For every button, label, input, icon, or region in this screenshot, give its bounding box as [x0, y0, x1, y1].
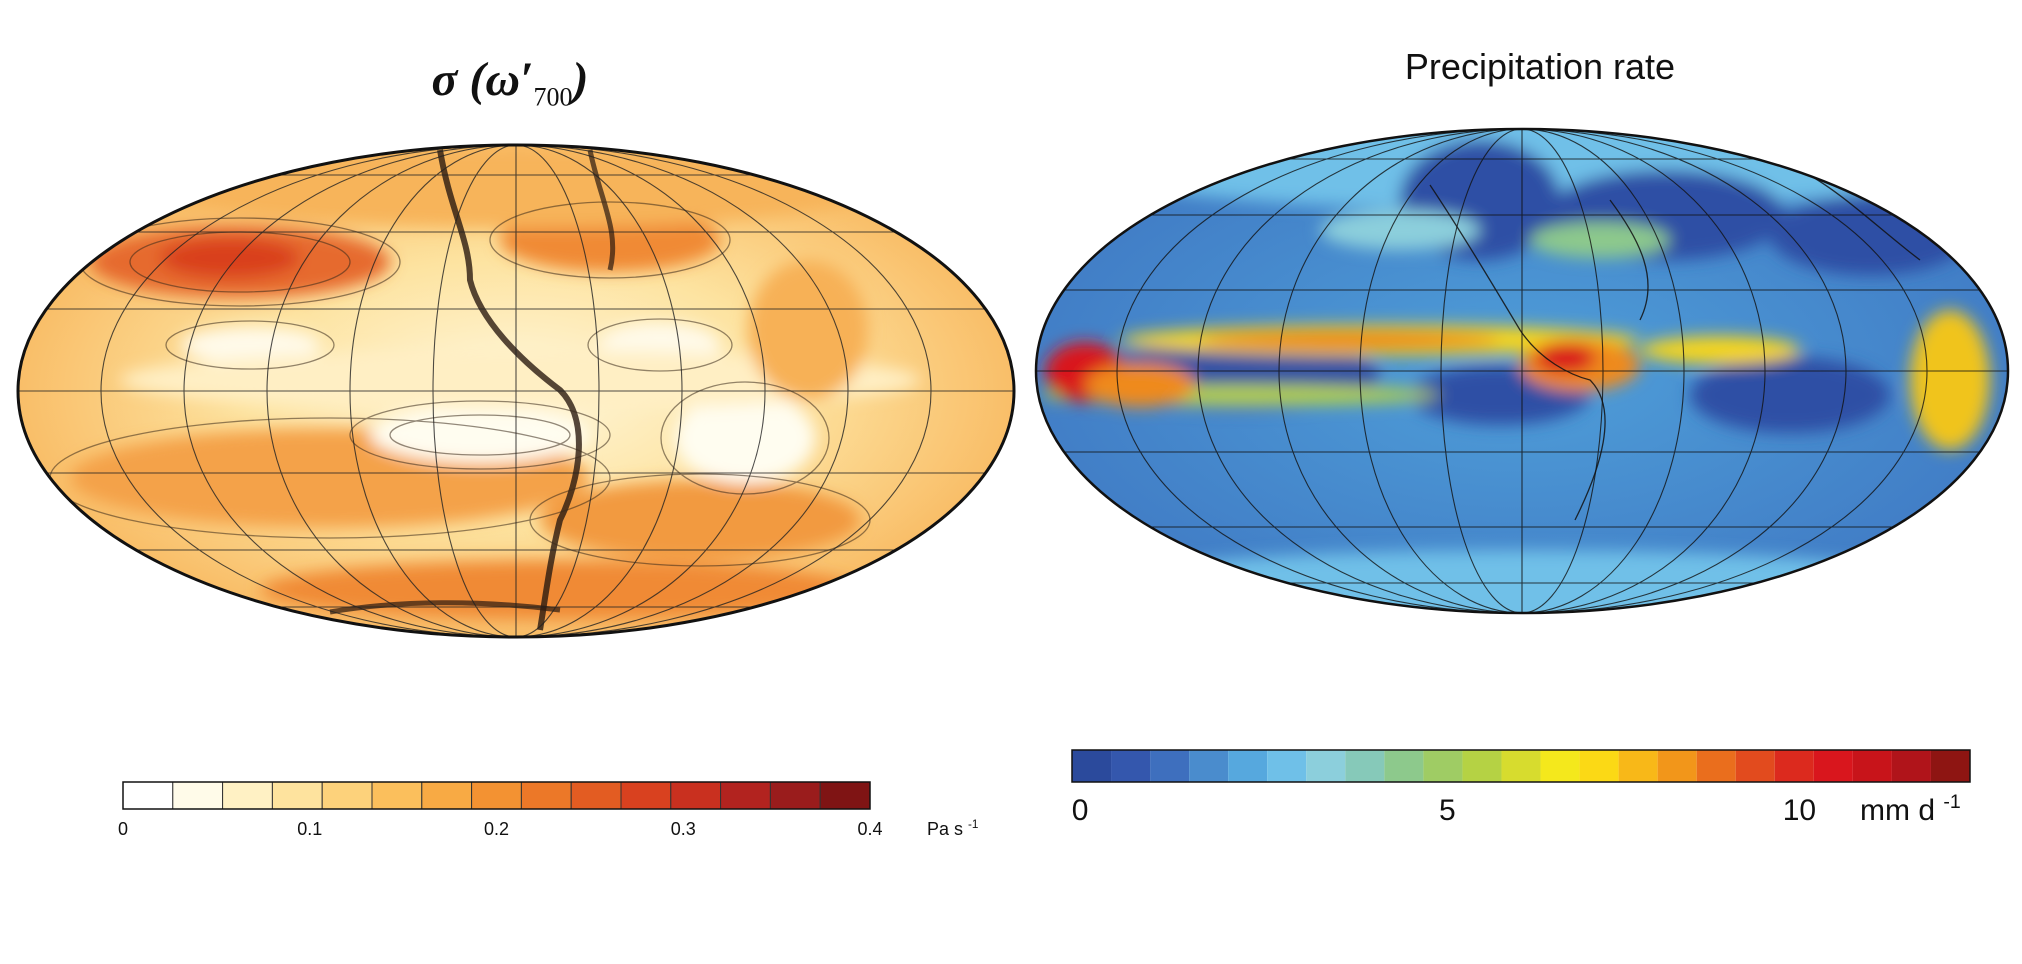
colorbar-swatch — [620, 781, 672, 810]
right-map-title: Precipitation rate — [1404, 46, 1676, 87]
left-map-field — [18, 145, 1014, 637]
colorbar-swatch — [1306, 750, 1346, 782]
colorbar-swatch — [1930, 750, 1970, 782]
colorbar-unit-exp: -1 — [1943, 791, 1960, 813]
colorbar-swatch — [1228, 750, 1268, 782]
title-open-paren: ( — [469, 53, 486, 106]
colorbar-swatch — [371, 781, 423, 810]
colorbar-swatch — [321, 781, 373, 810]
colorbar-swatch — [172, 781, 224, 810]
right-colorbar: 0 5 10 mm d -1 — [1071, 749, 1971, 827]
colorbar-swatch — [1072, 750, 1112, 782]
colorbar-swatch — [1579, 750, 1619, 782]
colorbar-swatch — [222, 781, 273, 810]
right-map — [1034, 127, 2010, 615]
colorbar-swatch — [819, 781, 871, 810]
colorbar-swatch — [1618, 750, 1658, 782]
colorbar-tick-label: 0.2 — [484, 819, 509, 839]
colorbar-swatch — [122, 781, 174, 810]
colorbar-tick-label: 0.3 — [671, 819, 696, 839]
colorbar-swatch — [1111, 750, 1151, 782]
colorbar-swatch — [1189, 750, 1229, 782]
colorbar-tick-label: 0.1 — [297, 819, 322, 839]
colorbar-tick-label: 5 — [1439, 794, 1456, 827]
colorbar-swatch — [1150, 750, 1190, 782]
colorbar-swatch — [1852, 750, 1892, 782]
colorbar-swatch — [1813, 750, 1853, 782]
colorbar-swatch — [1384, 750, 1424, 782]
colorbar-swatch — [1774, 750, 1814, 782]
colorbar-tick-label: 0.4 — [857, 819, 882, 839]
colorbar-unit-exp: -1 — [968, 818, 978, 831]
colorbar-tick-label: 0 — [1072, 794, 1089, 827]
colorbar-swatch — [570, 781, 622, 810]
colorbar-swatch — [271, 781, 323, 810]
colorbar-swatch — [1267, 750, 1307, 782]
colorbar-swatch — [1501, 750, 1541, 782]
colorbar-swatch — [1345, 750, 1385, 782]
colorbar-swatch — [1462, 750, 1502, 782]
colorbar-swatch — [1657, 750, 1697, 782]
left-map — [16, 143, 1016, 639]
title-omega: ω′ — [485, 53, 534, 106]
right-map-field — [1036, 129, 2008, 613]
colorbar-tick-label: 10 — [1783, 794, 1816, 827]
colorbar-swatch — [421, 781, 473, 810]
colorbar-swatch — [720, 781, 771, 810]
colorbar-tick-label: 0 — [118, 819, 128, 839]
colorbar-unit: mm d -1 — [1860, 791, 1961, 827]
title-close-paren: ) — [572, 53, 589, 106]
colorbar-swatch — [520, 781, 572, 810]
left-map-title: σ (ω′700) — [400, 52, 620, 113]
left-colorbar: 0 0.1 0.2 0.3 0.4 Pa s -1 — [118, 781, 978, 839]
colorbar-swatch — [1540, 750, 1580, 782]
colorbar-swatch — [471, 781, 522, 810]
colorbar-frame — [122, 781, 871, 810]
colorbar-swatch — [1891, 750, 1931, 782]
title-subscript: 700 — [533, 82, 573, 112]
colorbar-frame — [1071, 749, 1971, 783]
colorbar-swatch — [1735, 750, 1775, 782]
title-sigma: σ — [431, 53, 458, 106]
colorbar-unit: Pa s -1 — [927, 818, 978, 839]
colorbar-swatch — [769, 781, 821, 810]
colorbar-swatch — [1423, 750, 1463, 782]
colorbar-swatch — [1696, 750, 1736, 782]
colorbar-swatch — [670, 781, 722, 810]
